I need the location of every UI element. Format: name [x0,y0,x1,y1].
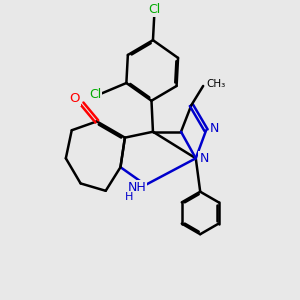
Text: H: H [125,192,134,202]
Text: CH₃: CH₃ [207,80,226,89]
Text: N: N [210,122,219,135]
Text: N: N [200,152,209,165]
Text: NH: NH [127,182,146,194]
Text: O: O [69,92,80,105]
Text: Cl: Cl [89,88,101,101]
Text: Cl: Cl [148,3,160,16]
